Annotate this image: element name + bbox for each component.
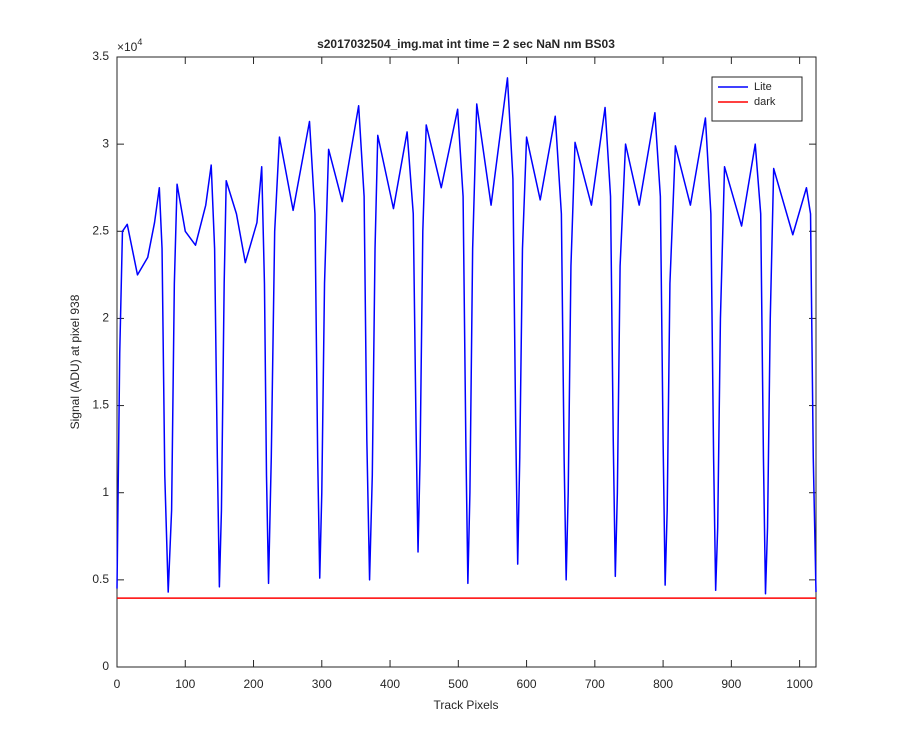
y-tick-label: 3.5 — [92, 49, 109, 63]
x-tick-label: 900 — [721, 677, 741, 691]
y-tick-label: 1 — [102, 485, 109, 499]
x-tick-label: 100 — [175, 677, 195, 691]
x-axis-label: Track Pixels — [434, 698, 499, 712]
x-tick-label: 300 — [312, 677, 332, 691]
series-line — [116, 77, 817, 595]
y-tick-label: 1.5 — [92, 398, 109, 412]
y-tick-label: 2.5 — [92, 223, 109, 237]
x-tick-label: 1000 — [786, 677, 813, 691]
legend-label: dark — [754, 96, 776, 108]
plot-area — [116, 56, 817, 668]
y-tick-label: 0.5 — [92, 572, 109, 586]
x-tick-label: 500 — [448, 677, 468, 691]
y-multiplier: ×104 — [117, 37, 142, 54]
y-tick-label: 2 — [102, 311, 109, 325]
y-tick-label: 0 — [102, 659, 109, 673]
y-multiplier-exponent: 4 — [137, 37, 142, 47]
x-tick-label: 0 — [114, 677, 121, 691]
legend-box — [711, 76, 803, 122]
x-tick-label: 200 — [244, 677, 264, 691]
x-tick-label: 700 — [585, 677, 605, 691]
y-axis-label: Signal (ADU) at pixel 938 — [68, 294, 82, 429]
legend-label: Lite — [754, 81, 772, 93]
y-tick-label: 3 — [102, 136, 109, 150]
x-tick-label: 800 — [653, 677, 673, 691]
x-tick-label: 600 — [517, 677, 537, 691]
x-tick-label: 400 — [380, 677, 400, 691]
chart-title: s2017032504_img.mat int time = 2 sec NaN… — [317, 37, 615, 51]
y-multiplier-base: ×10 — [117, 40, 138, 54]
